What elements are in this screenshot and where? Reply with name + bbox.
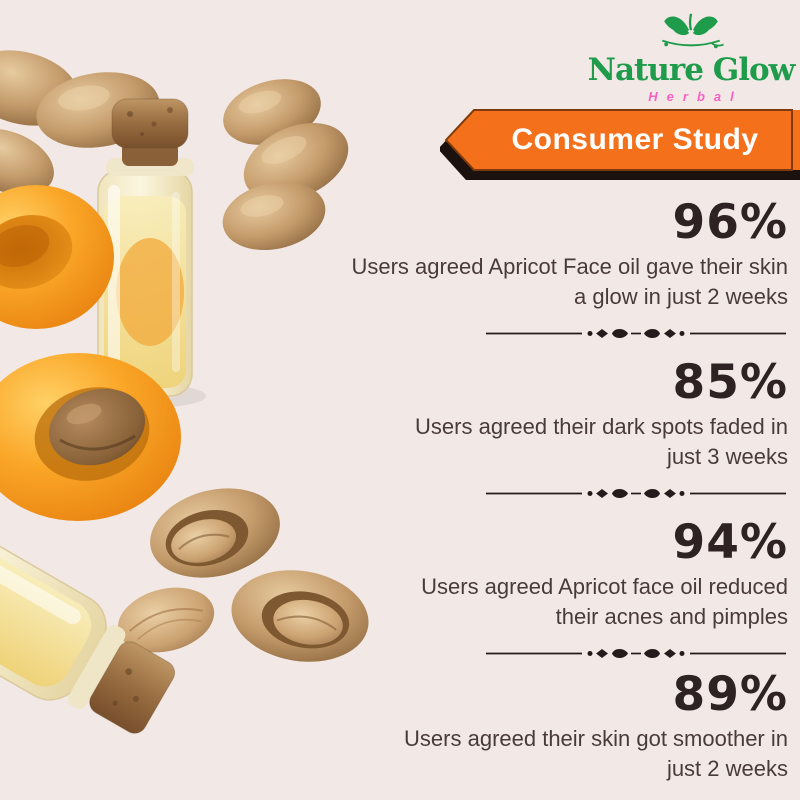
stat-item-dark-spots: 85% Users agreed their dark spots faded … — [296, 358, 788, 507]
photo-collage — [0, 50, 369, 734]
stats-list: 96% Users agreed Apricot Face oil gave t… — [296, 0, 788, 800]
apricot-half-hollow — [0, 185, 114, 329]
stat-description: Users agreed their dark spots faded in j… — [415, 414, 788, 469]
consumer-study-banner: Consumer Study — [440, 96, 800, 192]
oil-vial — [90, 98, 206, 408]
brand-name: Nature Glow — [587, 52, 796, 88]
stat-description: Users agreed Apricot Face oil gave their… — [351, 254, 788, 309]
stat-item-acne: 94% Users agreed Apricot face oil reduce… — [296, 518, 788, 667]
kernels-trio — [222, 79, 349, 251]
brand-tagline: Herbal — [648, 89, 743, 104]
stat-value: 85% — [672, 355, 788, 410]
brand-logo: Nature Glow Herbal — [586, 10, 796, 106]
stat-item-smoother: 89% Users agreed their skin got smoother… — [296, 670, 788, 784]
ornament-divider-icon — [486, 328, 786, 339]
banner-ribbon-shape — [440, 109, 800, 180]
ornament-divider-icon — [486, 488, 786, 499]
apricot-half-pit — [0, 353, 181, 521]
banner-title: Consumer Study — [511, 123, 759, 156]
stat-description: Users agreed Apricot face oil reduced th… — [421, 574, 788, 629]
ornament-divider-icon — [486, 648, 786, 659]
cracked-kernel-shell-1 — [150, 488, 280, 578]
leaf-ornament-icon — [662, 13, 724, 49]
tilted-oil-bottle — [0, 479, 176, 734]
stat-value: 89% — [672, 667, 788, 722]
apricot-seed — [117, 587, 215, 653]
stat-description: Users agreed their skin got smoother in … — [404, 726, 788, 781]
cracked-kernel-shell-2 — [231, 570, 369, 662]
stat-value: 94% — [672, 515, 788, 570]
stat-item-glow: 96% Users agreed Apricot Face oil gave t… — [296, 198, 788, 347]
stat-value: 96% — [672, 195, 788, 250]
